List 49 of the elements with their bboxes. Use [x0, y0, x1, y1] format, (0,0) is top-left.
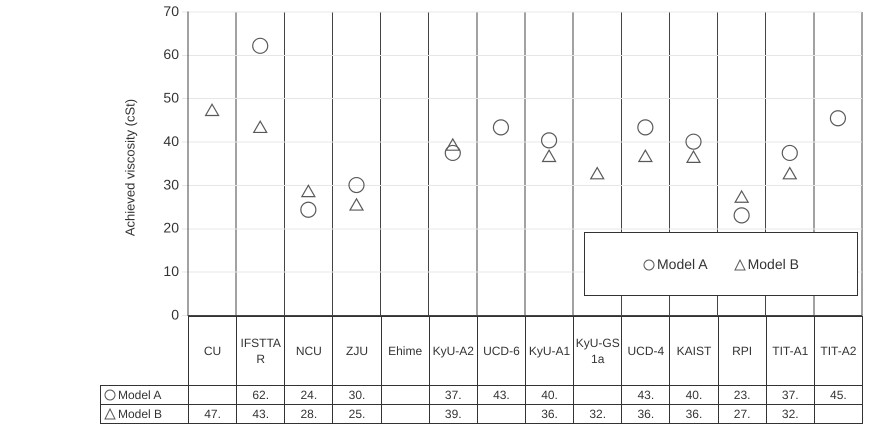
x-tick-label: KyU-GS1a	[574, 316, 622, 386]
data-label: 40.	[670, 385, 718, 404]
data-label: 47.	[188, 404, 237, 424]
y-tick-label: 10	[163, 263, 180, 280]
data-label: 36.	[525, 404, 574, 424]
legend-label: Model B	[746, 256, 799, 272]
data-label: 43.	[477, 385, 526, 404]
x-tick-label: Ehime	[381, 316, 430, 386]
data-label: 37.	[429, 385, 478, 404]
x-tick-label: IFSTTAR	[236, 316, 285, 386]
x-tick-label: NCU	[284, 316, 333, 386]
x-tick-label: ZJU	[332, 316, 382, 386]
data-label: 27.	[718, 404, 766, 424]
y-tick-label: 50	[163, 90, 180, 106]
data-label: 45.	[814, 385, 862, 404]
data-label: 23.	[718, 385, 766, 404]
y-tick-label: 60	[163, 46, 180, 62]
x-tick-label: UCD-4	[622, 316, 670, 386]
x-tick-label: TIT-A2	[814, 316, 862, 386]
y-tick-label: 70	[163, 2, 180, 19]
x-tick-label: KyU-A2	[429, 316, 478, 386]
data-label: 30.	[332, 385, 382, 404]
data-label: 32.	[574, 404, 622, 424]
data-label: 37.	[766, 385, 814, 404]
x-tick-label: CU	[188, 316, 237, 386]
y-axis-title: Achieved viscosity (cSt)	[122, 98, 138, 238]
x-tick-label: KAIST	[670, 316, 718, 386]
x-tick-label: KyU-A1	[525, 316, 574, 386]
data-label: 24.	[284, 385, 333, 404]
data-label: 32.	[766, 404, 814, 424]
data-label: 43.	[236, 404, 285, 424]
data-label: 39.	[429, 404, 478, 424]
data-label: 25.	[332, 404, 382, 424]
data-label: 28.	[284, 404, 333, 424]
y-tick-label: 0	[171, 306, 180, 322]
text: Model B	[118, 406, 162, 421]
y-tick-label: 30	[163, 176, 180, 192]
data-label: 36.	[622, 404, 670, 424]
text: Model A	[118, 388, 162, 402]
data-label: 43.	[622, 385, 670, 404]
data-label: 62.	[236, 385, 285, 404]
data-label: 36.	[670, 404, 718, 424]
x-tick-label: TIT-A1	[766, 316, 814, 386]
legend-label: Model A	[656, 256, 708, 272]
x-tick-label: UCD-6	[477, 316, 526, 386]
data-label: 40.	[525, 385, 574, 404]
y-tick-label: 20	[163, 220, 180, 236]
x-tick-label: RPI	[718, 316, 766, 386]
y-tick-label: 40	[163, 132, 180, 149]
